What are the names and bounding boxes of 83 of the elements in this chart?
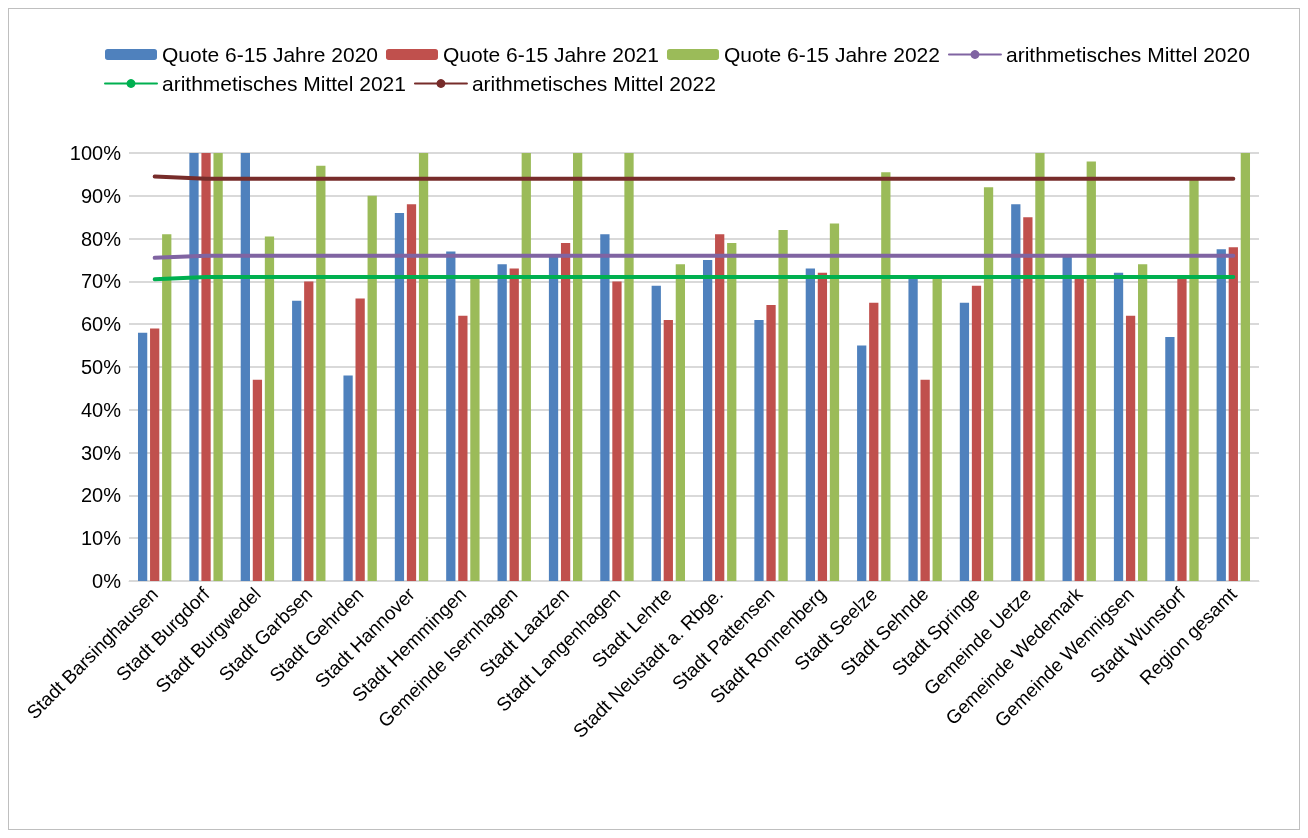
y-tick-label: 100% xyxy=(69,142,122,164)
bar xyxy=(727,242,737,581)
bar xyxy=(624,153,634,581)
bar xyxy=(920,379,930,581)
y-tick-label: 10% xyxy=(80,527,122,550)
bar xyxy=(971,285,982,581)
bar xyxy=(162,234,172,581)
bar xyxy=(1125,315,1136,581)
bar xyxy=(908,277,918,581)
bar xyxy=(497,264,507,581)
bar xyxy=(470,277,480,581)
bar xyxy=(612,281,622,581)
legend-label: arithmetisches Mittel 2021 xyxy=(162,72,406,95)
bar xyxy=(805,268,815,581)
bar xyxy=(264,236,275,581)
bar xyxy=(932,277,942,581)
bar xyxy=(316,165,326,581)
bar xyxy=(1189,178,1199,581)
bar xyxy=(600,234,610,581)
bar xyxy=(1138,264,1148,581)
bar xyxy=(560,242,571,581)
legend-label: Quote 6-15 Jahre 2021 xyxy=(442,43,659,66)
bar xyxy=(573,153,583,581)
y-tick-label: 30% xyxy=(80,441,122,464)
bar xyxy=(1086,161,1096,581)
bar xyxy=(446,251,456,581)
bar xyxy=(252,379,263,581)
bar xyxy=(355,298,365,581)
bar xyxy=(702,260,713,581)
bar xyxy=(521,153,531,581)
bar xyxy=(983,187,994,581)
y-tick-label: 50% xyxy=(80,356,122,378)
legend-label: arithmetisches Mittel 2022 xyxy=(471,72,716,95)
bar xyxy=(213,153,223,581)
legend-label: arithmetisches Mittel 2020 xyxy=(1005,43,1250,66)
legend-label: Quote 6-15 Jahre 2020 xyxy=(162,43,378,66)
bar xyxy=(1165,337,1175,581)
bar xyxy=(458,315,468,581)
bar xyxy=(1240,153,1251,581)
bar xyxy=(1113,272,1124,581)
bar xyxy=(829,223,840,581)
bar xyxy=(137,332,148,581)
bar xyxy=(394,212,405,581)
bar xyxy=(304,281,314,581)
bar xyxy=(189,153,199,581)
bar xyxy=(675,264,686,581)
bar xyxy=(150,328,160,581)
y-tick-label: 70% xyxy=(80,270,122,293)
bar xyxy=(959,302,970,581)
y-tick-label: 60% xyxy=(80,313,122,336)
bar xyxy=(1035,153,1045,581)
bar xyxy=(1023,217,1033,581)
bar xyxy=(292,300,302,581)
bar xyxy=(1228,247,1238,581)
bar xyxy=(715,234,725,581)
bar xyxy=(869,302,879,581)
bar xyxy=(817,272,828,581)
bar xyxy=(651,285,661,581)
bar xyxy=(548,255,559,581)
bar xyxy=(1062,255,1072,581)
bar xyxy=(766,304,776,581)
bar xyxy=(509,268,519,581)
y-tick-label: 80% xyxy=(80,227,122,250)
bar xyxy=(1216,249,1226,581)
y-tick-label: 90% xyxy=(80,184,122,207)
bar xyxy=(1177,277,1187,581)
bar xyxy=(343,375,353,581)
y-tick-label: 20% xyxy=(80,484,122,507)
bar xyxy=(367,195,377,581)
legend-label: Quote 6-15 Jahre 2022 xyxy=(723,43,940,66)
bar xyxy=(201,153,211,581)
bar xyxy=(857,345,867,581)
bar xyxy=(881,172,891,581)
bar xyxy=(1074,277,1084,581)
y-tick-label: 0% xyxy=(92,570,122,592)
bar xyxy=(663,319,673,581)
bar xyxy=(418,153,429,581)
bar xyxy=(240,153,250,581)
bar xyxy=(778,230,788,581)
bar xyxy=(1011,204,1021,581)
bar xyxy=(754,319,764,581)
y-tick-label: 40% xyxy=(80,398,122,421)
bar xyxy=(406,204,417,581)
